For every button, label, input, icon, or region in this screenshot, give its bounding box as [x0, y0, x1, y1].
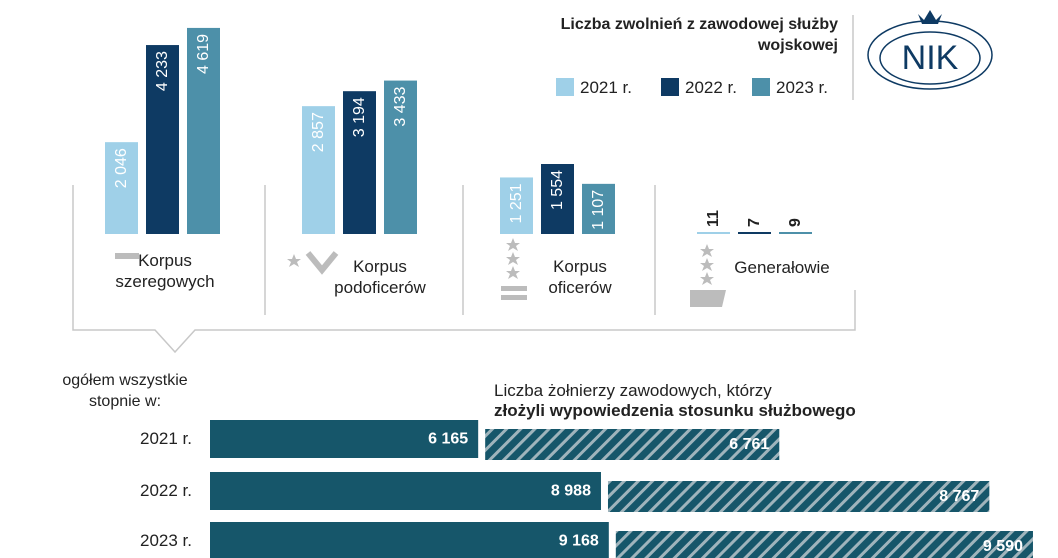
bar [384, 80, 417, 233]
bar [607, 481, 990, 512]
bar [615, 531, 1033, 558]
chart-title: złożyli wypowiedzenia stosunku służboweg… [494, 401, 856, 420]
bar [582, 183, 615, 233]
bar [343, 91, 376, 233]
value-label: 1 107 [590, 190, 607, 230]
legend-swatch [752, 78, 770, 96]
value-label: 4 233 [154, 51, 171, 91]
value-label: 3 433 [392, 86, 409, 126]
bar [210, 522, 609, 558]
legend-swatch [661, 78, 679, 96]
value-label: 2 857 [310, 112, 327, 152]
bar [187, 27, 220, 234]
legend-swatch [556, 78, 574, 96]
frame [72, 15, 856, 354]
value-label: 3 194 [351, 97, 368, 137]
row-header: ogółem wszystkie stopnie w: [62, 372, 188, 410]
category-label: 2022 r. [140, 481, 192, 500]
category-label: Korpus szeregowych [115, 251, 215, 291]
value-label: 6 165 [428, 431, 468, 448]
legend-label: 2021 r. [580, 78, 632, 97]
value-label: 1 251 [508, 183, 525, 223]
value-label: 2 046 [113, 148, 130, 188]
svg-text:NIK: NIK [902, 39, 959, 77]
value-label: 1 554 [549, 170, 566, 210]
chart-title: Liczba żołnierzy zawodowych, którzy [494, 381, 772, 400]
chart-title: Liczba zwolnień z zawodowej służby wojsk… [560, 16, 838, 54]
bar [302, 106, 335, 233]
bar [500, 177, 533, 233]
category-label: Generałowie [734, 258, 830, 277]
bar [146, 45, 179, 234]
legend-label: 2023 r. [776, 78, 828, 97]
category-label: Korpus oficerów [548, 257, 612, 297]
legend-label: 2022 r. [685, 78, 737, 97]
bar [210, 472, 601, 510]
rank-icons [115, 238, 726, 307]
value-label: 8 988 [551, 483, 591, 500]
bar [105, 142, 138, 233]
category-label: 2023 r. [140, 531, 192, 550]
value-label: 9 168 [559, 533, 599, 550]
value-label: 8 767 [939, 488, 979, 505]
value-label: 9 590 [983, 538, 1023, 555]
value-label: 9 [787, 218, 804, 227]
bar [541, 164, 574, 233]
logo: NIK [867, 10, 993, 90]
value-label: 6 761 [729, 436, 769, 453]
value-label: 7 [746, 218, 763, 227]
value-label: 11 [705, 210, 722, 227]
category-label: Korpus podoficerów [334, 257, 426, 297]
bar [210, 420, 479, 458]
value-label: 4 619 [195, 34, 212, 74]
category-label: 2021 r. [140, 429, 192, 448]
bar [485, 429, 780, 460]
